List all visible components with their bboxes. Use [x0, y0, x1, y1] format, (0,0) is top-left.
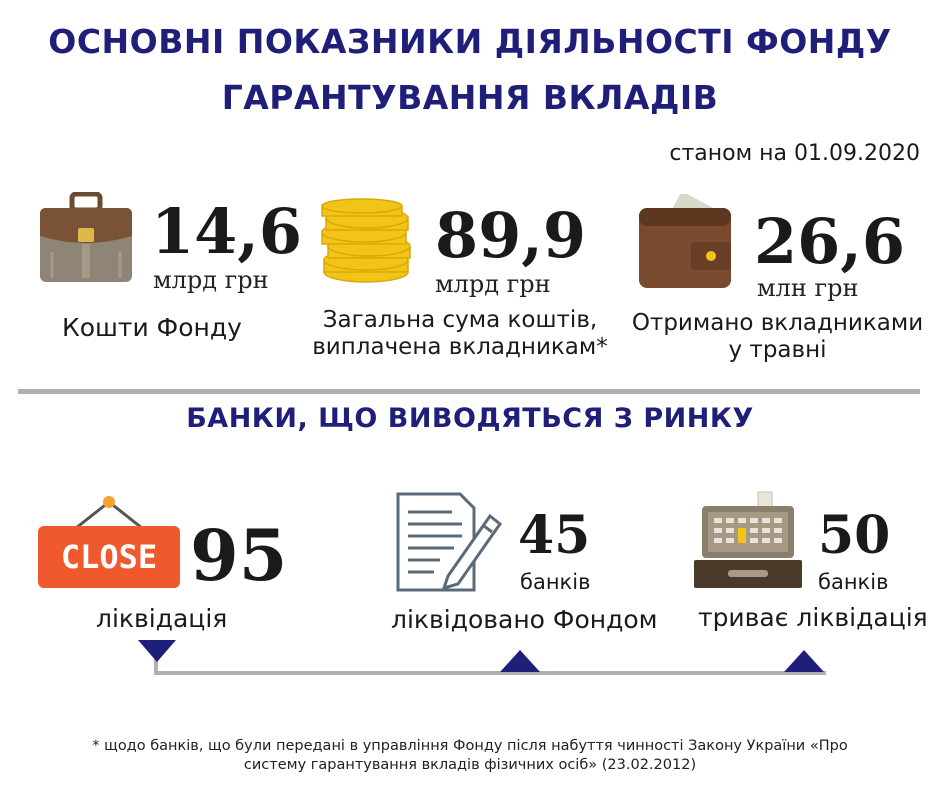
stat-unit-may: млн грн [757, 274, 859, 302]
cash-register-icon [694, 491, 802, 588]
timeline-marker-down [138, 640, 176, 662]
stat-caption-paid-2: виплачена вкладникам* [312, 334, 608, 360]
banks-caption-liquidation: ліквідація [96, 604, 228, 633]
timeline-line [154, 671, 826, 675]
stat-value-funds: 14,6 [151, 195, 303, 268]
footnote-line1: * щодо банків, що були передані в управл… [92, 738, 848, 754]
stat-caption-paid-1: Загальна сума коштів, [322, 307, 598, 333]
stat-unit-funds: млрд грн [153, 266, 269, 294]
stat-value-paid: 89,9 [435, 199, 587, 272]
close-sign-text: CLOSE [60, 538, 158, 576]
footnote-line2: систему гарантування вкладів фізичних ос… [243, 757, 697, 773]
banks-unit-ongoing: банків [818, 570, 889, 594]
banks-unit-liquidated: банків [520, 570, 591, 594]
stat-caption-may-1: Отримано вкладниками [631, 310, 924, 336]
banks-caption-ongoing: триває ліквідація [698, 603, 928, 632]
banks-value-liquidated: 45 [518, 505, 591, 566]
date-note: станом на 01.09.2020 [669, 141, 920, 166]
banks-value-ongoing: 50 [818, 505, 891, 566]
timeline-marker-up [784, 650, 824, 672]
close-sign-icon [38, 496, 180, 588]
banks-value-liquidation: 95 [190, 514, 288, 597]
stat-caption-funds: Кошти Фонду [62, 313, 242, 342]
stat-unit-paid: млрд грн [435, 270, 551, 298]
wallet-icon [639, 194, 731, 288]
page-title-line1: ОСНОВНІ ПОКАЗНИКИ ДІЯЛЬНОСТІ ФОНДУ [48, 22, 892, 61]
banks-section-title: БАНКИ, ЩО ВИВОДЯТЬСЯ З РИНКУ [186, 403, 754, 434]
section-divider [18, 389, 920, 394]
document-pen-icon [396, 492, 503, 592]
coins-icon [321, 198, 411, 283]
briefcase-icon [40, 192, 132, 282]
stat-caption-may-2: у травні [728, 337, 827, 363]
timeline-line-start [154, 650, 158, 675]
timeline-marker-up [500, 650, 540, 672]
stat-value-may: 26,6 [754, 205, 906, 278]
banks-caption-liquidated: ліквідовано Фондом [391, 605, 658, 634]
page-title-line2: ГАРАНТУВАННЯ ВКЛАДІВ [221, 78, 719, 117]
